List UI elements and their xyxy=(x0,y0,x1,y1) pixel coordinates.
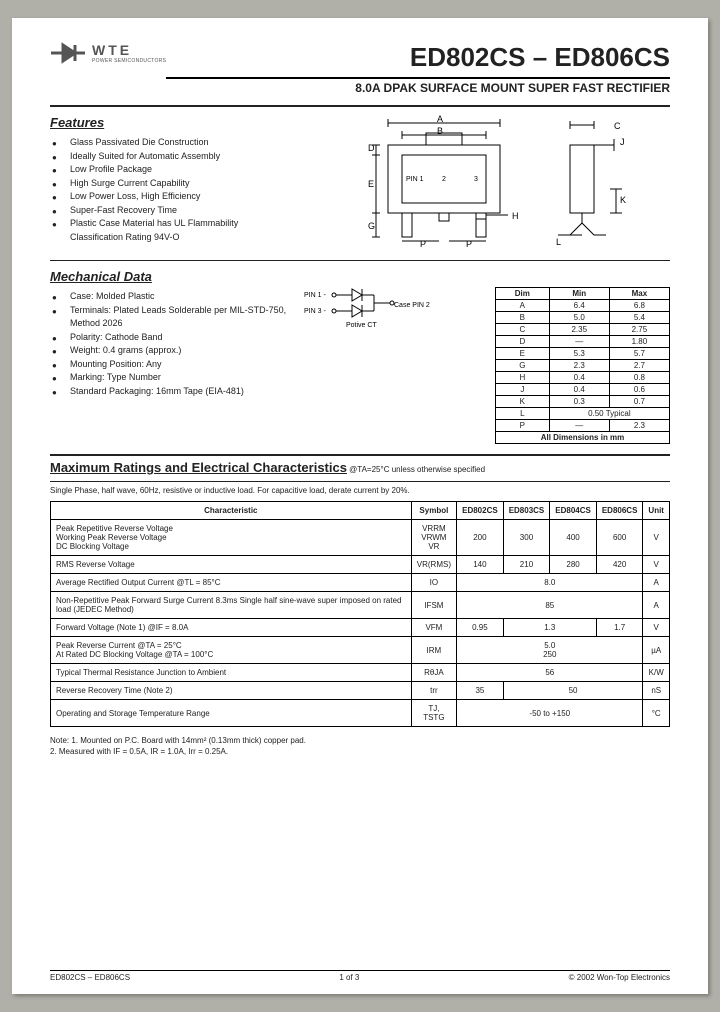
mech-item: Case: Molded Plastic xyxy=(52,290,290,304)
svg-text:A: A xyxy=(437,114,443,124)
feature-item: Plastic Case Material has UL Flammabilit… xyxy=(52,217,290,244)
mech-item: Mounting Position: Any xyxy=(52,358,290,372)
diode-icon xyxy=(50,42,86,64)
mech-item: Polarity: Cathode Band xyxy=(52,331,290,345)
features-heading: Features xyxy=(50,115,290,130)
footer-center: 1 of 3 xyxy=(339,973,359,982)
divider xyxy=(50,454,670,456)
dimension-table: DimMinMaxA6.46.8B5.05.4C2.352.75D—1.80E5… xyxy=(495,287,670,444)
footer-right: © 2002 Won-Top Electronics xyxy=(569,973,670,982)
schematic: PIN 1 - PIN 3 - Case PIN 2 Potive CT xyxy=(304,287,434,333)
divider xyxy=(50,481,670,482)
feature-item: Low Profile Package xyxy=(52,163,290,177)
mech-row: Mechanical Data Case: Molded PlasticTerm… xyxy=(50,265,670,444)
ratings-heading: Maximum Ratings and Electrical Character… xyxy=(50,460,347,475)
footer-left: ED802CS – ED806CS xyxy=(50,973,130,982)
svg-text:C: C xyxy=(614,121,621,131)
feature-item: Ideally Suited for Automatic Assembly xyxy=(52,150,290,164)
divider xyxy=(50,105,670,107)
svg-text:Case PIN 2: Case PIN 2 xyxy=(394,302,430,309)
features-row: Features Glass Passivated Die Constructi… xyxy=(50,111,670,254)
svg-text:PIN 1: PIN 1 xyxy=(406,176,424,183)
mech-item: Marking: Type Number xyxy=(52,371,290,385)
svg-text:PIN 1 -: PIN 1 - xyxy=(304,292,326,299)
svg-text:B: B xyxy=(437,126,443,136)
package-outline-icon: A B D E G H P P PIN 1 xyxy=(330,111,670,251)
feature-item: Super-Fast Recovery Time xyxy=(52,204,290,218)
logo-subtext: POWER SEMICONDUCTORS xyxy=(92,58,166,64)
subtitle: 8.0A DPAK SURFACE MOUNT SUPER FAST RECTI… xyxy=(166,77,670,95)
feature-item: Low Power Loss, High Efficiency xyxy=(52,190,290,204)
features-list: Glass Passivated Die ConstructionIdeally… xyxy=(50,136,290,244)
svg-text:Potive CT: Potive CT xyxy=(346,322,377,329)
ratings-table: CharacteristicSymbolED802CSED803CSED804C… xyxy=(50,501,670,727)
svg-text:H: H xyxy=(512,211,519,221)
svg-text:K: K xyxy=(620,195,626,205)
svg-text:2: 2 xyxy=(442,176,446,183)
datasheet-page: WTE POWER SEMICONDUCTORS ED802CS – ED806… xyxy=(12,18,708,994)
schematic-icon: PIN 1 - PIN 3 - Case PIN 2 Potive CT xyxy=(304,287,434,331)
ratings-subnote: Single Phase, half wave, 60Hz, resistive… xyxy=(50,486,670,495)
feature-item: High Surge Current Capability xyxy=(52,177,290,191)
mech-heading: Mechanical Data xyxy=(50,269,290,284)
package-drawing: A B D E G H P P PIN 1 xyxy=(304,111,670,254)
svg-text:E: E xyxy=(368,179,374,189)
divider xyxy=(50,260,670,261)
header: WTE POWER SEMICONDUCTORS ED802CS – ED806… xyxy=(50,42,670,95)
footer: ED802CS – ED806CS 1 of 3 © 2002 Won-Top … xyxy=(50,970,670,982)
logo-text: WTE xyxy=(92,42,166,58)
feature-item: Glass Passivated Die Construction xyxy=(52,136,290,150)
svg-text:G: G xyxy=(368,221,375,231)
part-number: ED802CS – ED806CS xyxy=(166,42,670,73)
mech-list: Case: Molded PlasticTerminals: Plated Le… xyxy=(50,290,290,398)
svg-text:PIN 3 -: PIN 3 - xyxy=(304,308,326,315)
svg-text:L: L xyxy=(556,237,561,247)
mech-item: Standard Packaging: 16mm Tape (EIA-481) xyxy=(52,385,290,399)
notes: Note: 1. Mounted on P.C. Board with 14mm… xyxy=(50,735,670,757)
svg-text:J: J xyxy=(620,137,625,147)
logo: WTE POWER SEMICONDUCTORS xyxy=(50,42,166,64)
svg-text:3: 3 xyxy=(474,176,478,183)
mech-item: Weight: 0.4 grams (approx.) xyxy=(52,344,290,358)
mech-item: Terminals: Plated Leads Solderable per M… xyxy=(52,304,290,331)
ratings-cond: @TA=25°C unless otherwise specified xyxy=(347,465,485,474)
